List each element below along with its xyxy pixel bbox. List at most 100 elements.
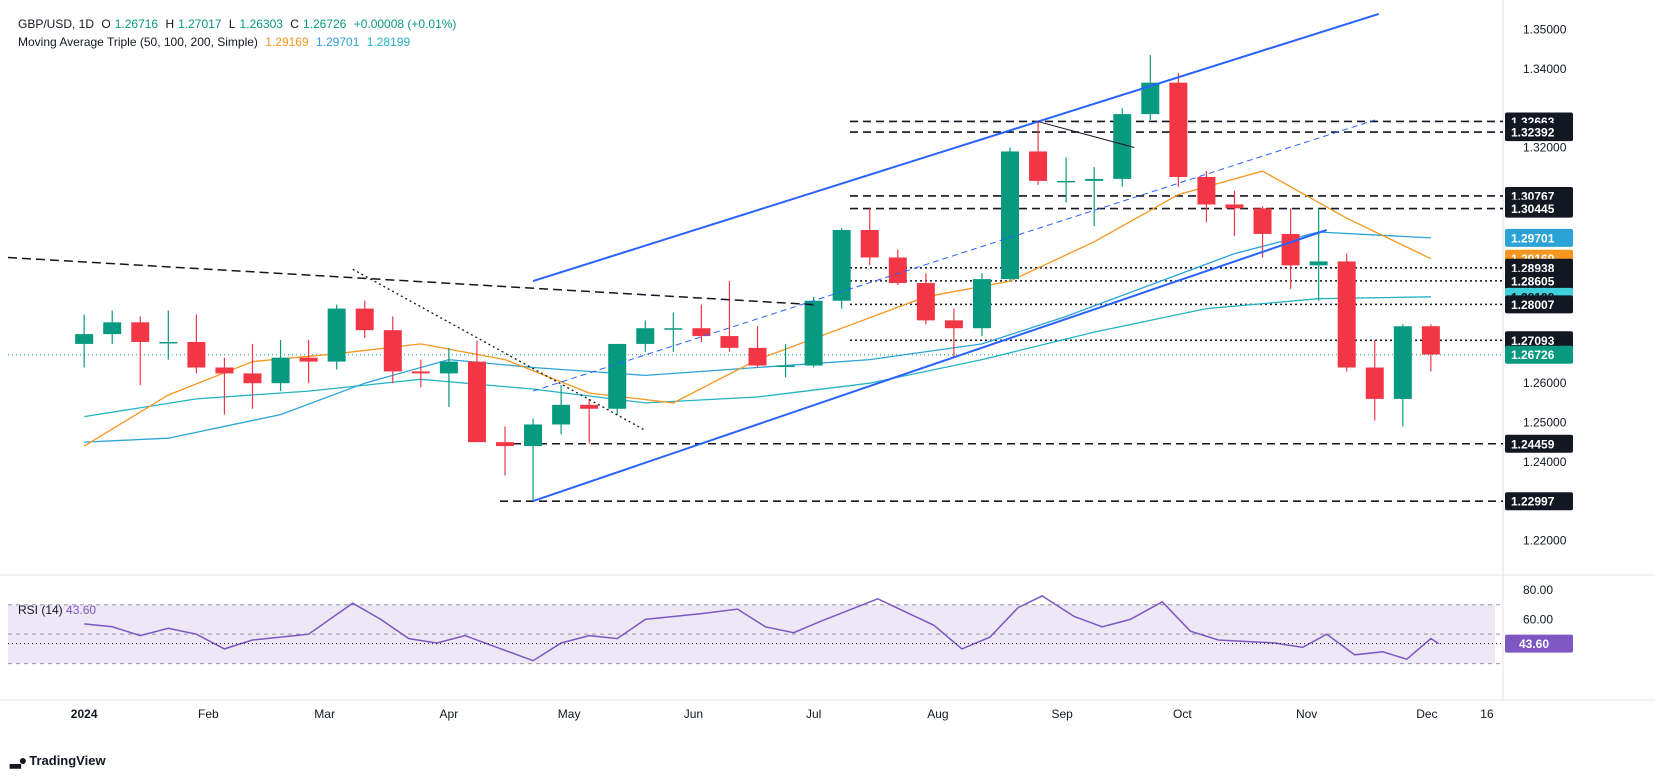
price-tick-label-5: 1.25000 xyxy=(1523,416,1567,430)
price-tick-label-4: 1.26000 xyxy=(1523,376,1567,390)
close-label: C xyxy=(290,17,299,31)
symbol-label[interactable]: GBP/USD, 1D xyxy=(18,17,95,31)
open-value: 1.26716 xyxy=(114,17,159,31)
time-tick-label-0: 2024 xyxy=(71,707,98,721)
rsi-pane xyxy=(8,595,1503,665)
level-label-bg-1 xyxy=(1505,123,1573,142)
tradingview-brand[interactable]: ▂● TradingView xyxy=(10,752,106,769)
candle-body-37 xyxy=(1113,114,1132,179)
candle-body-22 xyxy=(692,328,711,337)
rsi-band xyxy=(8,604,1495,664)
level-label-bg-11 xyxy=(1505,345,1573,364)
candle-body-23 xyxy=(720,336,739,348)
candle-body-4 xyxy=(187,341,206,368)
candle-body-24 xyxy=(748,347,767,366)
ma200-line xyxy=(84,296,1431,418)
high-value: 1.27017 xyxy=(178,17,222,31)
candles xyxy=(75,55,1440,502)
rsi-tick-label-0: 80.00 xyxy=(1523,583,1553,597)
level-label-10: 1.27093 xyxy=(1511,334,1555,348)
candle-body-5 xyxy=(215,367,234,374)
candle-body-48 xyxy=(1421,326,1440,355)
indicator-name[interactable]: Moving Average Triple (50, 100, 200, Sim… xyxy=(18,35,258,49)
candle-body-26 xyxy=(804,300,823,366)
rsi-tick-label-1: 60.00 xyxy=(1523,612,1553,626)
candle-body-18 xyxy=(580,404,599,409)
time-tick-label-7: Aug xyxy=(927,707,948,721)
low-value: 1.26303 xyxy=(239,17,283,31)
rsi-name[interactable]: RSI (14) xyxy=(18,603,63,617)
moving-averages xyxy=(83,170,1432,447)
level-label-bg-10 xyxy=(1505,331,1573,350)
candle-body-10 xyxy=(355,308,374,331)
level-label-11: 1.26726 xyxy=(1511,348,1555,362)
level-label-12: 1.24459 xyxy=(1511,437,1555,451)
price-axis: 1.350001.340001.320001.280001.260001.250… xyxy=(1505,23,1573,653)
level-label-3: 1.30445 xyxy=(1511,202,1555,216)
grid-layer xyxy=(0,0,1655,700)
candle-body-19 xyxy=(608,343,627,409)
candle-body-29 xyxy=(888,257,907,284)
level-label-bg-3 xyxy=(1505,199,1573,218)
candle-body-40 xyxy=(1197,176,1216,205)
level-label-bg-13 xyxy=(1505,492,1573,511)
time-tick-label-1: Feb xyxy=(198,707,219,721)
candle-body-33 xyxy=(1001,151,1020,280)
candle-body-12 xyxy=(411,371,430,374)
candle-body-30 xyxy=(916,283,935,321)
rsi-header: RSI (14) 43.60 xyxy=(18,603,96,617)
candle-body-8 xyxy=(299,357,318,362)
candle-body-15 xyxy=(496,442,515,447)
candle-body-11 xyxy=(383,330,402,372)
candle-body-42 xyxy=(1253,208,1272,234)
candle-body-13 xyxy=(439,361,458,374)
level-label-7: 1.28605 xyxy=(1511,274,1555,288)
high-label: H xyxy=(165,17,175,31)
rsi-current-value: 43.60 xyxy=(66,603,97,617)
candle-body-0 xyxy=(75,334,94,344)
candle-body-47 xyxy=(1393,326,1412,399)
trendlines xyxy=(7,12,1380,503)
ma200-value: 1.28199 xyxy=(366,35,411,49)
candle-body-14 xyxy=(467,361,486,443)
rsi-value-tag-bg xyxy=(1505,634,1573,653)
candle-body-9 xyxy=(327,308,346,362)
time-tick-label-10: Nov xyxy=(1296,707,1317,721)
candle-body-34 xyxy=(1029,151,1048,181)
candle-body-35 xyxy=(1057,180,1076,183)
ma100-value: 1.29701 xyxy=(316,35,360,49)
candle-body-1 xyxy=(103,322,122,335)
candle-body-27 xyxy=(832,230,851,301)
candle-body-25 xyxy=(776,365,795,368)
price-tick-label-7: 1.22000 xyxy=(1523,533,1567,547)
time-tick-label-6: Jul xyxy=(806,707,821,721)
candle-body-16 xyxy=(524,424,543,447)
long-term-descending-line xyxy=(7,256,814,306)
candle-body-32 xyxy=(972,279,991,329)
change-value: +0.00008 (+0.01%) xyxy=(353,17,457,31)
candle-body-39 xyxy=(1169,82,1188,177)
candle-body-43 xyxy=(1281,233,1300,266)
close-value: 1.26726 xyxy=(302,17,347,31)
candle-body-17 xyxy=(552,404,571,425)
level-label-6: 1.28938 xyxy=(1511,261,1555,275)
candle-body-2 xyxy=(131,322,150,342)
candle-body-28 xyxy=(860,230,879,258)
candle-body-3 xyxy=(159,341,178,344)
candle-body-45 xyxy=(1337,261,1356,368)
time-tick-label-11: Dec xyxy=(1416,707,1437,721)
low-label: L xyxy=(228,17,236,31)
level-label-bg-7 xyxy=(1505,271,1573,290)
time-tick-label-8: Sep xyxy=(1051,707,1073,721)
price-tick-label-0: 1.35000 xyxy=(1523,23,1567,37)
swing-connector-line xyxy=(1037,121,1135,148)
channel-mid-line xyxy=(532,119,1375,392)
symbol-header: GBP/USD, 1D O 1.26716 H 1.27017 L 1.26303 C… xyxy=(18,17,460,31)
level-label-9: 1.28007 xyxy=(1511,298,1555,312)
time-tick-label-9: Oct xyxy=(1173,707,1192,721)
candle-body-20 xyxy=(636,328,655,344)
ma50-line xyxy=(83,170,1432,447)
candle-body-21 xyxy=(664,328,683,330)
